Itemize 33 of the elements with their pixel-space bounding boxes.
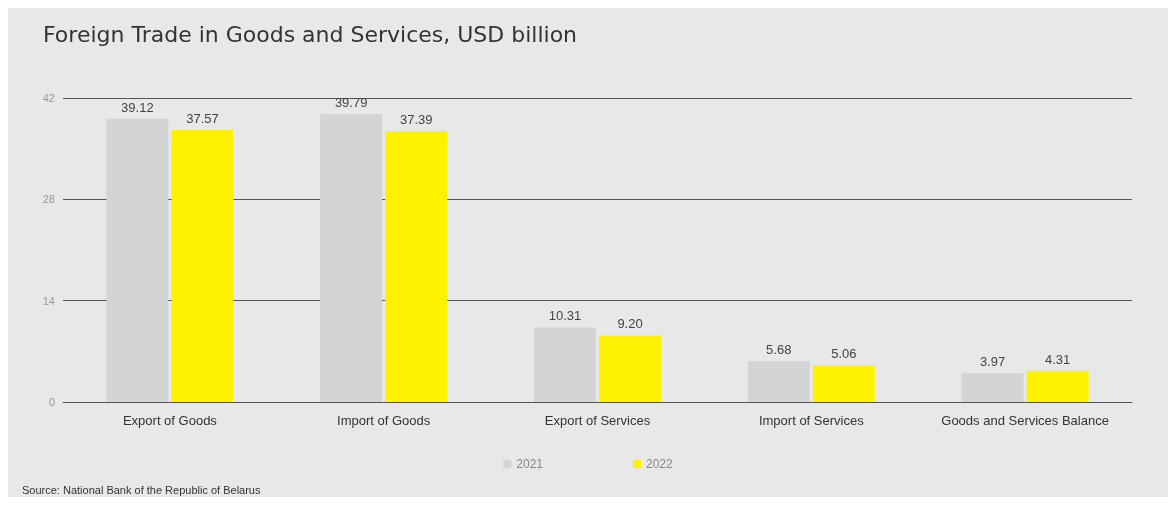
- bar: [385, 131, 448, 402]
- bar: [320, 114, 383, 402]
- data-label: 39.12: [121, 99, 154, 115]
- data-label: 37.39: [399, 112, 433, 128]
- x-tick-label: Export of Goods: [122, 413, 218, 428]
- bar: [747, 360, 810, 402]
- data-label: 4.31: [1044, 351, 1071, 367]
- data-label: 3.97: [979, 354, 1006, 370]
- legend-label: 2021: [516, 457, 544, 471]
- x-tick-label: Import of Services: [758, 413, 865, 428]
- bar: [171, 130, 234, 402]
- data-label: 9.20: [617, 316, 643, 332]
- y-tick-label: 42: [42, 92, 55, 104]
- data-label: 39.79: [334, 95, 368, 110]
- data-label: 37.57: [186, 111, 219, 127]
- y-tick-label: 28: [42, 193, 55, 206]
- data-label: 10.31: [548, 308, 582, 324]
- bar: [1026, 370, 1089, 402]
- x-tick-label: Export of Services: [544, 413, 651, 428]
- chart-title: Foreign Trade in Goods and Services, USD billion: [43, 21, 578, 47]
- source-note: Source: National Bank of the Republic of Belarus: [22, 483, 261, 496]
- y-tick-label: 0: [48, 396, 55, 408]
- bar: [812, 365, 875, 402]
- x-tick-label: Import of Goods: [337, 413, 431, 428]
- data-label: 5.06: [831, 346, 857, 362]
- bar: [599, 335, 662, 402]
- data-label: 5.68: [766, 341, 792, 357]
- bar: [106, 118, 169, 402]
- bar: [533, 327, 596, 402]
- y-tick-label: 14: [42, 294, 55, 307]
- legend-label: 2022: [646, 457, 674, 471]
- bar: [961, 373, 1024, 402]
- x-tick-label: Goods and Services Balance: [941, 413, 1109, 428]
